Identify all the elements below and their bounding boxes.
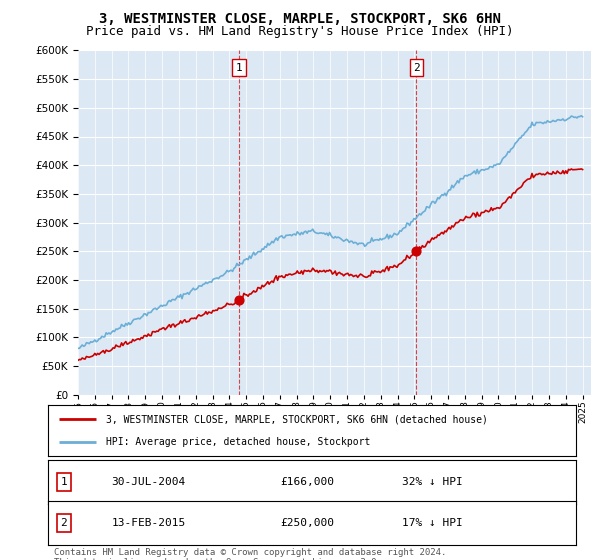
Text: 2: 2 xyxy=(413,63,420,73)
Text: 30-JUL-2004: 30-JUL-2004 xyxy=(112,477,185,487)
Text: 3, WESTMINSTER CLOSE, MARPLE, STOCKPORT, SK6 6HN: 3, WESTMINSTER CLOSE, MARPLE, STOCKPORT,… xyxy=(99,12,501,26)
Text: 32% ↓ HPI: 32% ↓ HPI xyxy=(402,477,463,487)
Text: 1: 1 xyxy=(61,477,67,487)
Text: 3, WESTMINSTER CLOSE, MARPLE, STOCKPORT, SK6 6HN (detached house): 3, WESTMINSTER CLOSE, MARPLE, STOCKPORT,… xyxy=(106,414,488,424)
Text: 13-FEB-2015: 13-FEB-2015 xyxy=(112,518,185,528)
Text: 1: 1 xyxy=(236,63,242,73)
Text: Contains HM Land Registry data © Crown copyright and database right 2024.
This d: Contains HM Land Registry data © Crown c… xyxy=(54,548,446,560)
Text: £166,000: £166,000 xyxy=(280,477,334,487)
Point xyxy=(235,295,244,304)
Text: HPI: Average price, detached house, Stockport: HPI: Average price, detached house, Stoc… xyxy=(106,437,370,447)
Text: £250,000: £250,000 xyxy=(280,518,334,528)
Text: Price paid vs. HM Land Registry's House Price Index (HPI): Price paid vs. HM Land Registry's House … xyxy=(86,25,514,38)
Point xyxy=(412,247,421,256)
Text: 2: 2 xyxy=(61,518,67,528)
Text: 17% ↓ HPI: 17% ↓ HPI xyxy=(402,518,463,528)
